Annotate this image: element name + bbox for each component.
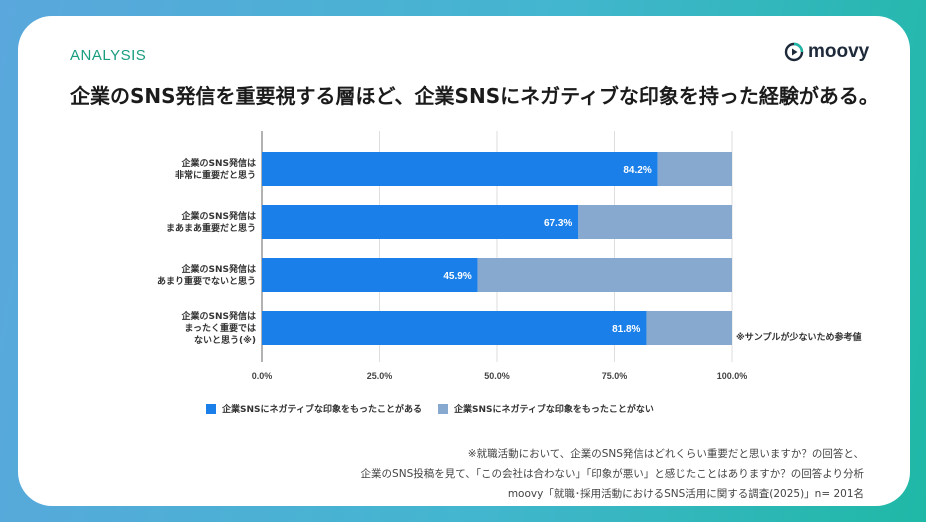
footnotes: ※就職活動において、企業のSNS発信はどれくらい重要だと思いますか？の回答と、 …	[361, 444, 864, 504]
page-title: 企業のSNS発信を重要視する層ほど、企業SNSにネガティブな印象を持った経験があ…	[70, 84, 879, 108]
category-label: まあまあ重要だと思う	[166, 222, 256, 234]
category-label: まったく重要では	[184, 322, 256, 334]
bar-segment-negative-no	[657, 152, 732, 186]
data-label: 81.8%	[612, 324, 640, 335]
x-tick-label: 25.0%	[367, 371, 393, 381]
legend-item: 企業SNSにネガティブな印象をもったことがある	[206, 402, 422, 415]
category-label: 企業のSNS発信は	[181, 310, 257, 322]
play-icon	[784, 42, 804, 62]
x-tick-label: 50.0%	[484, 371, 510, 381]
bar-segment-negative-yes	[262, 152, 658, 186]
bar-segment-negative-no	[578, 205, 732, 239]
category-label: 企業のSNS発信は	[181, 263, 257, 275]
category-label: 企業のSNS発信は	[181, 210, 257, 222]
legend-label: 企業SNSにネガティブな印象をもったことがない	[453, 405, 654, 415]
legend-swatch	[437, 403, 448, 414]
category-label: 非常に重要だと思う	[175, 169, 256, 181]
sample-note: ※サンプルが少ないため参考値	[736, 331, 861, 343]
footnote-line: ※就職活動において、企業のSNS発信はどれくらい重要だと思いますか？の回答と、	[467, 448, 864, 460]
x-tick-label: 0.0%	[252, 371, 273, 381]
section-label: ANALYSIS	[70, 47, 147, 64]
bar-segment-negative-yes	[262, 258, 478, 292]
legend-label: 企業SNSにネガティブな印象をもったことがある	[222, 405, 422, 415]
bar-segment-negative-yes	[262, 205, 579, 239]
category-label: 企業のSNS発信は	[181, 157, 257, 169]
bar-segment-negative-no	[646, 311, 732, 345]
x-tick-label: 75.0%	[602, 371, 628, 381]
logo-text: moovy	[808, 41, 870, 62]
bar-segment-negative-yes	[262, 311, 647, 345]
footnote-line: moovy「就職･採用活動におけるSNS活用に関する調査(2025)」n= 20…	[507, 488, 864, 500]
legend-swatch	[206, 403, 216, 414]
category-label: あまり重要でないと思う	[157, 275, 256, 287]
chart-legend: 企業SNSにネガティブな印象をもったことがある 企業SNSにネガティブな印象をもっ…	[206, 402, 654, 415]
data-label: 45.9%	[443, 271, 471, 282]
moovy-logo: moovy	[784, 41, 869, 63]
category-label: ないと思う(※)	[194, 335, 256, 346]
data-label: 84.2%	[623, 165, 651, 176]
x-tick-label: 100.0%	[717, 371, 748, 381]
bar-segment-negative-no	[477, 258, 732, 292]
footnote-line: 企業のSNS投稿を見て、「この会社は合わない」「印象が悪い」と感じたことはありま…	[360, 468, 864, 480]
legend-item: 企業SNSにネガティブな印象をもったことがない	[437, 402, 654, 415]
data-label: 67.3%	[544, 218, 572, 229]
